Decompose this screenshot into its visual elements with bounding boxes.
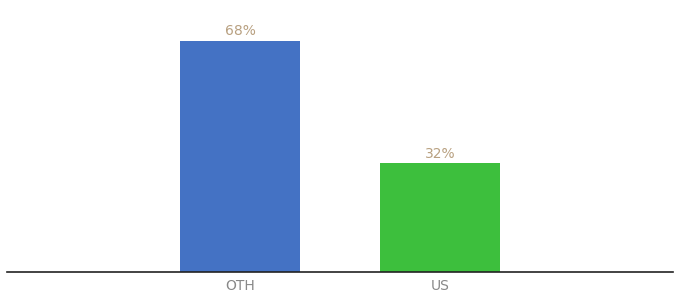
Text: 68%: 68%	[224, 24, 256, 38]
Bar	[180, 41, 300, 272]
Text: 32%: 32%	[424, 147, 455, 160]
Bar	[380, 163, 500, 272]
